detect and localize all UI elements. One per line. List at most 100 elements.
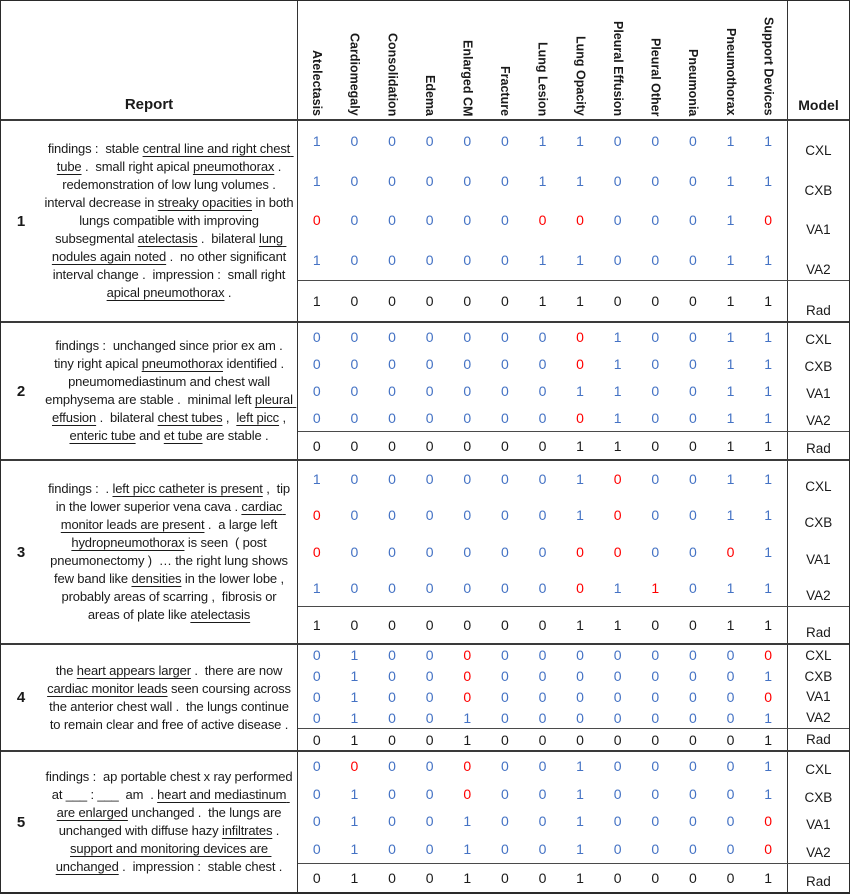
value-cell: 0 <box>538 647 547 664</box>
value-cell: 1 <box>576 132 584 149</box>
model-row: 0 1 0 0 1 0 0 1 0 0 0 0 1 Rad <box>298 863 849 892</box>
report-text-underlined: infiltrates <box>221 823 273 838</box>
report-text-underlined: central line and right chest tube <box>56 141 294 174</box>
value-cell: 1 <box>726 293 735 310</box>
value-cell: 0 <box>388 355 396 372</box>
value-cell: 0 <box>576 668 584 685</box>
value-cell: 0 <box>312 731 321 748</box>
report-text-segment: and <box>135 428 164 443</box>
value-cell: 0 <box>613 293 622 310</box>
value-cell: 0 <box>651 471 660 488</box>
label-values-area: 0 0 0 0 0 0 0 0 1 0 0 1 1 CXL 0 0 0 0 0 0 0 0 1 0 0 1 1 CXB 0 0 0 0 0 0 0 1… <box>297 323 849 459</box>
value-cell: 0 <box>538 709 547 726</box>
report-text-segment: , <box>222 410 237 425</box>
value-cell: 0 <box>726 731 735 748</box>
report-text-segment: identified . pneumomediastinum and chest… <box>45 356 291 407</box>
report-text-underlined: densities <box>131 571 182 586</box>
value-cell: 1 <box>764 293 773 310</box>
report-text-segment: the <box>55 662 77 678</box>
value-cell: 0 <box>689 688 697 705</box>
value-cell: 0 <box>350 382 359 399</box>
value-cell: 0 <box>312 813 321 830</box>
value-cell: 0 <box>651 616 660 633</box>
value-cell: 1 <box>764 471 773 488</box>
value-cell: 0 <box>651 841 660 858</box>
value-cell: 1 <box>613 409 622 426</box>
value-cell: 1 <box>576 437 584 454</box>
value-cell: 0 <box>500 543 509 560</box>
value-cell: 0 <box>312 709 321 726</box>
value-cell: 0 <box>425 870 434 887</box>
value-cell: 0 <box>425 507 434 524</box>
model-row: 0 1 0 0 1 0 0 0 0 0 0 0 1 VA2 <box>298 707 849 729</box>
value-cell: 1 <box>764 507 773 524</box>
value-cell: 0 <box>425 471 434 488</box>
model-row: 0 0 0 0 0 0 0 1 1 0 0 1 1 VA1 <box>298 377 849 404</box>
model-label: VA2 <box>786 835 849 864</box>
value-cell: 0 <box>651 543 660 560</box>
value-cell: 0 <box>500 757 509 774</box>
model-label: VA2 <box>786 240 849 281</box>
report-number: 5 <box>16 813 26 831</box>
value-cell: 0 <box>689 409 697 426</box>
report-text-segment: . bilateral <box>197 231 259 246</box>
value-cell: 0 <box>651 507 660 524</box>
value-cell: 0 <box>463 293 472 310</box>
value-cell: 0 <box>689 813 697 830</box>
model-row: 0 1 0 0 1 0 0 1 0 0 0 0 0 VA2 <box>298 835 849 864</box>
model-label: VA1 <box>786 807 849 836</box>
value-cell: 0 <box>651 172 660 189</box>
value-cell: 0 <box>651 409 660 426</box>
value-cell: 0 <box>312 668 321 685</box>
value-cell: 0 <box>388 709 396 726</box>
value-cell: 0 <box>388 731 396 748</box>
value-cell: 0 <box>425 132 434 149</box>
column-header-label: Pneumonia <box>686 48 701 116</box>
value-cell: 0 <box>425 841 434 858</box>
value-cell: 1 <box>764 616 773 633</box>
value-cell: 0 <box>689 841 697 858</box>
value-cell: 1 <box>350 841 359 858</box>
value-cell: 1 <box>576 471 584 488</box>
value-cell: 0 <box>689 757 697 774</box>
model-label: Rad <box>786 606 849 643</box>
report-text-underlined: cardiac monitor leads <box>47 680 168 696</box>
value-cell: 1 <box>726 355 735 372</box>
value-cell: 0 <box>425 647 434 664</box>
value-cell: 0 <box>350 328 359 345</box>
column-header-label: Lung Lesion <box>535 41 550 116</box>
value-cell: 0 <box>350 471 359 488</box>
value-cell: 1 <box>350 688 359 705</box>
report-block: 3 findings : . left picc catheter is pres… <box>1 459 849 643</box>
report-text-segment: . no other significant interval change .… <box>52 249 290 282</box>
value-cell: 0 <box>726 785 735 802</box>
value-cell: 0 <box>726 841 735 858</box>
value-cell: 0 <box>576 543 584 560</box>
model-label: CXL <box>786 645 849 666</box>
model-label: Rad <box>786 729 849 750</box>
value-cell: 0 <box>764 841 773 858</box>
report-text-underlined: atelectasis <box>190 607 251 622</box>
value-cell: 0 <box>312 212 321 229</box>
value-cell: 0 <box>726 709 735 726</box>
column-header: Edema <box>411 1 449 119</box>
value-cell: 0 <box>463 437 472 454</box>
report-block: 1 findings : stable central line and righ… <box>1 121 849 321</box>
report-text-segment: in the lower lobe , probably areas of sc… <box>61 571 291 622</box>
value-cell: 0 <box>312 437 321 454</box>
model-label: VA2 <box>786 707 849 729</box>
value-cell: 0 <box>613 132 622 149</box>
value-cell: 1 <box>538 293 547 310</box>
value-cell: 0 <box>726 668 735 685</box>
value-cell: 0 <box>500 355 509 372</box>
report-text-segment: unchanged . the lungs are unchanged with… <box>58 805 285 838</box>
value-cell: 0 <box>726 543 735 560</box>
report-text-underlined: pneumothorax <box>141 356 223 371</box>
value-cell: 1 <box>764 172 773 189</box>
model-label: CXB <box>786 350 849 377</box>
value-cell: 0 <box>388 579 396 596</box>
value-cell: 0 <box>538 785 547 802</box>
column-header: Pneumothorax <box>712 1 750 119</box>
value-cell: 0 <box>425 409 434 426</box>
value-cell: 0 <box>425 579 434 596</box>
